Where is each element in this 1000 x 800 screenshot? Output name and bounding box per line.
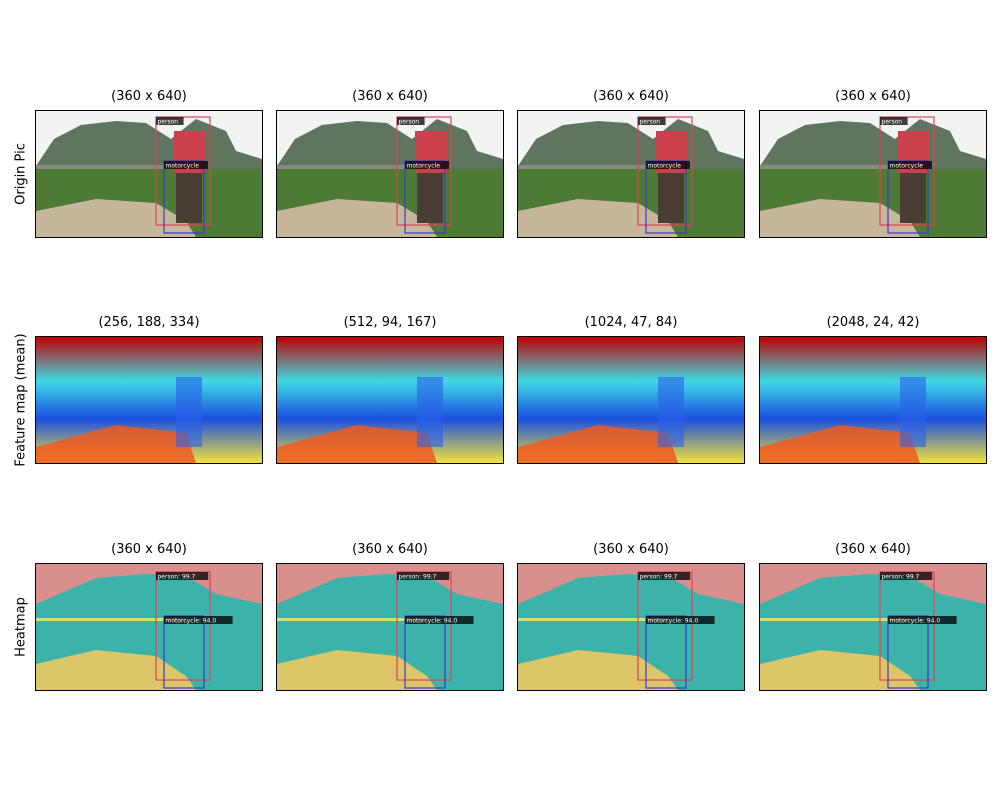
bridge [518, 165, 668, 169]
feature-image [760, 337, 986, 463]
motorcycle-label: motorcycle [407, 162, 441, 169]
person-label: person: 99.7 [158, 573, 196, 580]
bridge-heat [36, 618, 186, 621]
heatmap-panel: person: 99.7 motorcycle: 94.0 [276, 563, 504, 691]
person-label-bg [638, 572, 691, 580]
photo-panel: person motorcycle [759, 110, 987, 238]
photo-image: person motorcycle [518, 111, 744, 237]
feature-panel [759, 336, 987, 464]
feature-image [277, 337, 503, 463]
motorcycle-shape [176, 173, 202, 223]
motorcycle-label: motorcycle: 94.0 [890, 617, 941, 624]
motorcycle-shape [417, 173, 443, 223]
feature-panel [276, 336, 504, 464]
heatmap-image: person: 99.7 motorcycle: 94.0 [277, 564, 503, 690]
panel-title: (1024, 47, 84) [584, 315, 678, 330]
row-label-origin: Origin Pic [13, 143, 29, 205]
bridge-heat [760, 618, 910, 621]
panel-title: (360 x 640) [111, 542, 187, 557]
heatmap-image: person: 99.7 motorcycle: 94.0 [36, 564, 262, 690]
person-label-bg [397, 572, 450, 580]
bridge-heat [518, 618, 668, 621]
person-label: person: 99.7 [640, 573, 678, 580]
rider-activation [900, 377, 926, 447]
motorcycle-label: motorcycle [648, 162, 682, 169]
panel-title: (256, 188, 334) [98, 315, 200, 330]
motorcycle-label-bg [888, 616, 957, 624]
panel-title: (360 x 640) [352, 542, 428, 557]
panel-title: (360 x 640) [111, 89, 187, 104]
motorcycle-shape [900, 173, 926, 223]
person-label-bg [156, 117, 184, 125]
motorcycle-label-bg [405, 161, 449, 169]
person-label-bg [880, 572, 933, 580]
person-label: person [158, 118, 179, 125]
panel-title: (360 x 640) [593, 89, 669, 104]
heatmap-panel: person: 99.7 motorcycle: 94.0 [517, 563, 745, 691]
motorcycle-shape [658, 173, 684, 223]
row-label-feature: Feature map (mean) [13, 333, 29, 467]
photo-panel: person motorcycle [517, 110, 745, 238]
person-label: person [399, 118, 420, 125]
motorcycle-label: motorcycle: 94.0 [166, 617, 217, 624]
motorcycle-label-bg [405, 616, 474, 624]
feature-panel [517, 336, 745, 464]
person-label-bg [397, 117, 425, 125]
motorcycle-label-bg [164, 616, 233, 624]
panel-title: (360 x 640) [593, 542, 669, 557]
photo-panel: person motorcycle [35, 110, 263, 238]
rider-activation [658, 377, 684, 447]
heatmap-panel: person: 99.7 motorcycle: 94.0 [759, 563, 987, 691]
rider-activation [417, 377, 443, 447]
motorcycle-label: motorcycle [890, 162, 924, 169]
person-label-bg [880, 117, 908, 125]
feature-panel [35, 336, 263, 464]
motorcycle-label-bg [646, 616, 715, 624]
motorcycle-label: motorcycle [166, 162, 200, 169]
bridge-heat [277, 618, 427, 621]
photo-image: person motorcycle [277, 111, 503, 237]
person-label: person [882, 118, 903, 125]
motorcycle-label-bg [888, 161, 932, 169]
person-label-bg [156, 572, 209, 580]
panel-title: (2048, 24, 42) [826, 315, 920, 330]
bridge [277, 165, 427, 169]
rider-activation [176, 377, 202, 447]
panel-title: (360 x 640) [835, 89, 911, 104]
motorcycle-label: motorcycle: 94.0 [648, 617, 699, 624]
bridge [36, 165, 186, 169]
bridge [760, 165, 910, 169]
heatmap-image: person: 99.7 motorcycle: 94.0 [518, 564, 744, 690]
road-activation [36, 425, 196, 463]
road-activation [277, 425, 437, 463]
motorcycle-label: motorcycle: 94.0 [407, 617, 458, 624]
photo-image: person motorcycle [760, 111, 986, 237]
panel-title: (360 x 640) [352, 89, 428, 104]
row-label-heatmap: Heatmap [13, 597, 29, 657]
road-activation [518, 425, 678, 463]
heatmap-image: person: 99.7 motorcycle: 94.0 [760, 564, 986, 690]
photo-image: person motorcycle [36, 111, 262, 237]
person-label: person [640, 118, 661, 125]
motorcycle-label-bg [164, 161, 208, 169]
panel-title: (512, 94, 167) [343, 315, 437, 330]
road-activation [760, 425, 920, 463]
motorcycle-label-bg [646, 161, 690, 169]
person-label: person: 99.7 [882, 573, 920, 580]
photo-panel: person motorcycle [276, 110, 504, 238]
feature-image [518, 337, 744, 463]
person-label-bg [638, 117, 666, 125]
panel-title: (360 x 640) [835, 542, 911, 557]
person-label: person: 99.7 [399, 573, 437, 580]
feature-image [36, 337, 262, 463]
heatmap-panel: person: 99.7 motorcycle: 94.0 [35, 563, 263, 691]
